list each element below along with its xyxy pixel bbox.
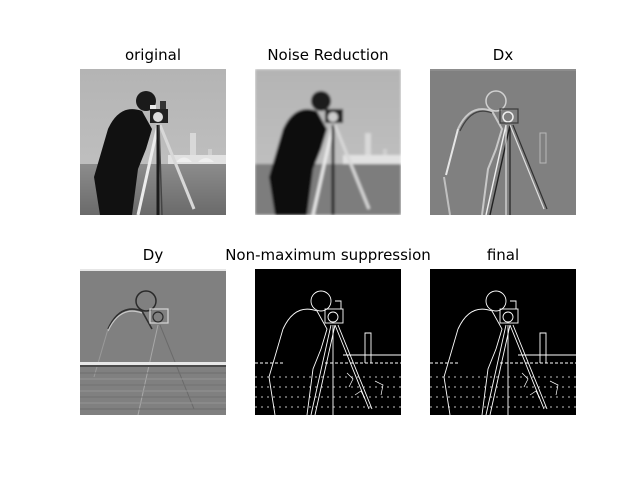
image-dx [430, 69, 576, 215]
panel-title-dy: Dy [142, 246, 164, 264]
panel-title-dx: Dx [492, 46, 514, 64]
image-dy [80, 269, 226, 415]
panel-title-noise-reduction: Noise Reduction [267, 46, 389, 64]
image-final [430, 269, 576, 415]
panel-title-final: final [486, 246, 520, 264]
image-nms [255, 269, 401, 415]
image-original [80, 69, 226, 215]
panel-title-nms: Non-maximum suppression [225, 246, 431, 264]
image-noise-reduction [255, 69, 401, 215]
panel-title-original: original [124, 46, 182, 64]
